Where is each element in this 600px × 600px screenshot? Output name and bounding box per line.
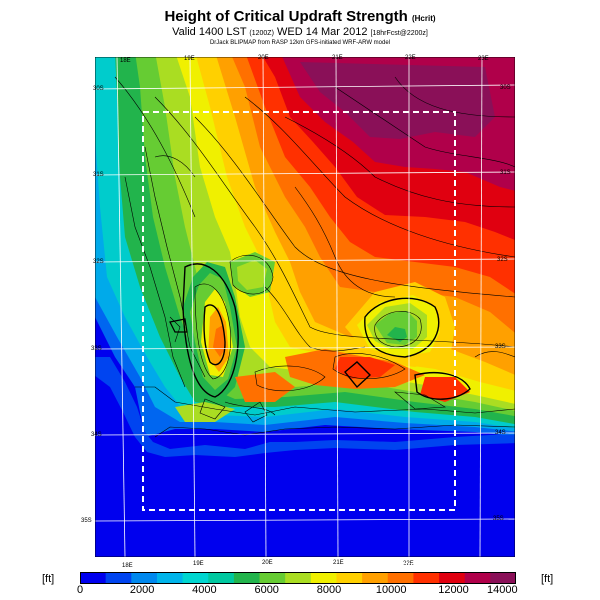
colorbar-swatch [131,572,158,584]
colorbar-tick-label: 14000 [487,584,518,596]
lat-label-right-31: 31S [500,170,511,176]
lat-label-left-35: 35S [81,518,92,524]
lat-label-right-30: 30S [500,85,511,91]
colorbar-unit-left: [ft] [42,573,55,585]
terrain-contours [114,76,515,438]
colorbar-swatch [464,572,491,584]
lat-label-left-32: 32S [93,259,104,265]
colorbar-swatch [336,572,363,584]
lat-label-left-31: 31S [93,172,104,178]
domain-boundary [142,111,456,511]
colorbar-tick-label: 10000 [375,584,407,596]
lon-label-top-18: 18E [120,58,131,64]
colorbar-tick-label: 0 [77,584,84,596]
lon-label-top-19: 19E [184,56,195,62]
colorbar-tick-label: 2000 [129,584,155,596]
colorbar-frame [80,572,516,584]
lon-label-bottom-18: 18E [122,563,133,569]
hcrit-map [95,57,515,557]
lon-label-top-21: 21E [332,55,343,61]
colorbar-swatch [387,572,414,584]
lon-label-top-20: 20E [258,55,269,61]
forecast-run: [18hrFcst@2200z] [370,30,428,37]
map-title: Height of Critical Updraft Strength (Hcr… [0,8,600,25]
colorbar-swatch [182,572,209,584]
colorbar-tick-label: 6000 [254,584,279,596]
colorbar-swatch [233,572,261,584]
lat-label-left-30: 30S [93,86,104,92]
colorbar-unit-right: [ft] [541,573,554,585]
valid-date: WED 14 Mar 2012 [276,26,368,38]
lon-label-top-22: 22E [405,55,416,61]
lon-label-top-23: 23E [478,56,489,62]
colorbar-swatch [285,572,312,584]
colorbar-swatch [80,572,107,584]
colorbar [80,572,516,584]
valid-time-line: Valid 1400 LST (1200Z) WED 14 Mar 2012 [… [0,26,600,38]
valid-zulu: (1200Z) [249,30,274,37]
model-credit: DrJack BLIPMAP from RASP 12km GFS-initia… [209,40,391,46]
lat-label-right-33: 33S [495,344,506,350]
colorbar-swatch [156,572,184,584]
lon-label-bottom-19: 19E [193,561,204,567]
lat-lon-grid [95,57,515,557]
lon-label-bottom-20: 20E [262,560,273,566]
colorbar-swatch [490,572,516,584]
colorbar-swatch [208,572,235,584]
colorbar-tick-label: 12000 [438,584,469,596]
title-text: Height of Critical Updraft Strength [164,8,408,25]
title-unit: (Hcrit) [411,14,436,23]
colorbar-tick-label: 8000 [316,584,342,596]
terrain-contour-note: Terrain contours: 500 ft [398,560,491,570]
colorbar-swatch [413,572,440,584]
colorbar-swatch [362,572,389,584]
lat-label-right-34: 34S [495,430,506,436]
colorbar-swatch [259,572,286,584]
lat-label-left-33: 33S [91,346,102,352]
lat-label-right-35: 35S [493,516,504,522]
valid-time: Valid 1400 LST [172,26,247,38]
ocean-south [95,357,515,557]
colorbar-swatch [439,572,466,584]
colorbar-tick-label: 4000 [192,584,217,596]
lon-label-bottom-21: 21E [333,560,344,566]
colorbar-swatch [310,572,337,584]
lat-label-right-32: 32S [497,257,508,263]
lon-label-bottom-22: 22E [403,561,414,567]
lat-label-left-34: 34S [91,432,102,438]
colorbar-swatch [105,572,132,584]
